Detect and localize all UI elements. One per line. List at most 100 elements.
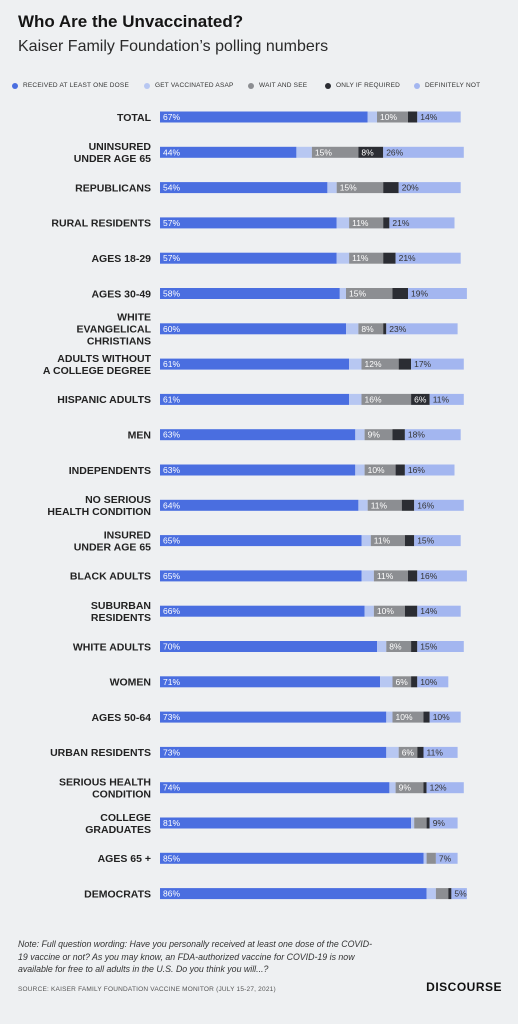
data-label: 11% (377, 571, 394, 581)
bar-segment-definitely_not (429, 393, 464, 405)
data-label: 11% (352, 218, 369, 228)
bar-segment-required (395, 464, 405, 476)
bar-segment-required (408, 111, 418, 123)
data-label: 18% (408, 430, 425, 440)
data-label: 16% (365, 394, 382, 404)
bar-row: AGES 18-29 57% 11% 21% (91, 252, 461, 265)
category-label: HISPANIC ADULTS (57, 394, 151, 406)
data-label: 66% (163, 606, 180, 616)
bar-segment-asap (380, 676, 393, 688)
bar-segment-received (160, 746, 387, 758)
legend-label-definitely-not: DEFINITELY NOT (425, 82, 481, 89)
bar-segment-received (160, 535, 362, 547)
bar-segment-asap (355, 464, 365, 476)
bar-row: BLACK ADULTS 65% 11% 16% (70, 570, 467, 583)
bar-row: SERIOUS HEALTH CONDITION 74% 9% 12% (59, 777, 464, 801)
bar-segment-wait (373, 605, 405, 617)
bar-segment-asap (361, 570, 374, 582)
data-label: 63% (163, 465, 180, 475)
category-label: BLACK ADULTS (70, 571, 151, 583)
bar-segment-definitely_not (383, 146, 464, 158)
bar-segment-definitely_not (429, 711, 461, 723)
bar-segment-wait (377, 111, 408, 123)
bar-row: INDEPENDENTS 63% 10% 16% (69, 464, 455, 477)
category-label: UNINSURED UNDER AGE 65 (74, 141, 152, 165)
bar-segment-wait (398, 746, 418, 758)
bar-segment-wait (349, 217, 384, 229)
data-label: 10% (377, 606, 394, 616)
data-label: 17% (414, 359, 431, 369)
bar-segment-definitely_not (411, 358, 464, 370)
data-label: 11% (374, 536, 391, 546)
bar-row: HISPANIC ADULTS 61% 16% 6% 11% (57, 393, 464, 406)
bar-segment-definitely_not (398, 182, 461, 194)
bar-segment-definitely_not (426, 782, 464, 794)
data-label: 21% (399, 253, 416, 263)
bar-segment-received (160, 817, 412, 829)
source-line: SOURCE: KAISER FAMILY FOUNDATION VACCINE… (18, 986, 276, 993)
data-label: 15% (417, 536, 434, 546)
category-label: URBAN RESIDENTS (50, 747, 151, 759)
bar-segment-wait (386, 641, 412, 652)
data-label: 54% (163, 183, 180, 193)
bar-segment-definitely_not (414, 535, 461, 547)
bar-row: UNINSURED UNDER AGE 65 44% 15% 8% 26% (74, 141, 464, 165)
bar-segment-received (160, 111, 368, 123)
bar-row: URBAN RESIDENTS 73% 6% 11% (50, 746, 458, 759)
bar-row: AGES 30-49 58% 15% 19% (91, 288, 467, 300)
bar-segment-received (160, 252, 337, 264)
data-label: 57% (163, 253, 180, 263)
bar-segment-definitely_not (429, 817, 458, 829)
data-label: 8% (389, 642, 402, 652)
bar-segment-asap (346, 323, 359, 335)
bar-row: AGES 65 + 85% 7% (98, 852, 458, 865)
bar-segment-received (160, 676, 381, 688)
bar-segment-asap (327, 182, 337, 194)
data-label: 10% (396, 712, 413, 722)
bar-segment-wait (364, 429, 393, 441)
data-label: 64% (163, 500, 180, 510)
legend-item-definitely-not: DEFINITELY NOT (414, 82, 480, 89)
bar-row: ADULTS WITHOUT A COLLEGE DEGREE 61% 12% 17% (43, 353, 464, 377)
bar-segment-asap (423, 852, 427, 864)
data-label: 19% (411, 289, 428, 299)
bar-row: AGES 50-64 73% 10% 10% (91, 711, 461, 724)
data-label: 10% (433, 712, 450, 722)
bar-segment-asap (336, 252, 350, 264)
category-label: REPUBLICANS (75, 182, 151, 194)
data-label: 6% (396, 677, 409, 687)
bar-row: WHITE ADULTS 70% 8% 15% (73, 641, 464, 653)
data-label: 11% (427, 747, 444, 757)
data-label: 65% (163, 536, 180, 546)
bar-segment-received (160, 711, 387, 723)
legend-item-wait: WAIT AND SEE (248, 82, 307, 89)
category-label: DEMOCRATS (84, 888, 151, 900)
bar-row: COLLEGE GRADUATES 81% 9% (85, 812, 458, 836)
bar-segment-definitely_not (395, 252, 461, 264)
category-label: SUBURBAN RESIDENTS (91, 600, 151, 624)
data-label: 12% (430, 783, 447, 793)
data-label: 67% (163, 112, 180, 122)
bar-segment-required (417, 746, 424, 758)
bar-segment-definitely_not (386, 323, 458, 335)
category-label: AGES 65 + (98, 853, 151, 865)
bar-segment-required (401, 499, 415, 511)
data-label: 74% (163, 783, 180, 793)
data-label: 14% (420, 112, 437, 122)
bar-row: MEN 63% 9% 18% (128, 429, 461, 442)
bar-segment-wait (361, 358, 399, 370)
data-label: 16% (417, 500, 434, 510)
bar-segment-received (160, 288, 340, 299)
bar-segment-asap (426, 888, 436, 900)
data-label: 73% (163, 747, 180, 757)
data-label: 61% (163, 359, 180, 369)
data-label: 11% (433, 394, 450, 404)
data-label: 15% (349, 289, 366, 299)
legend-label-received: RECEIVED AT LEAST ONE DOSE (23, 82, 129, 89)
bar-segment-required (404, 605, 418, 617)
data-label: 16% (420, 571, 437, 581)
legend-item-required: ONLY IF REQUIRED (325, 82, 400, 89)
bar-segment-received (160, 605, 365, 617)
bar-segment-asap (386, 711, 393, 723)
bar-segment-definitely_not (404, 429, 461, 441)
